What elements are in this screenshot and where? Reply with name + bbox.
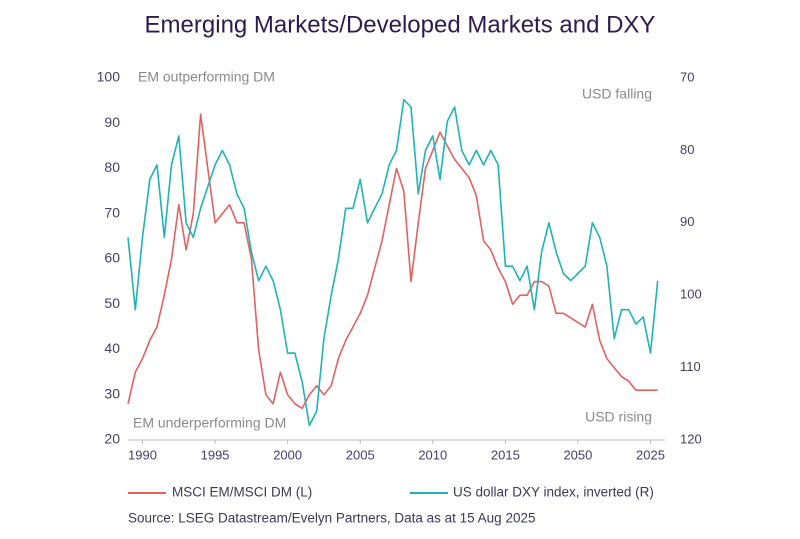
y2-tick-label: 120 [680, 431, 702, 446]
series-line [127, 113, 658, 410]
y-tick-label: 30 [104, 385, 120, 401]
y-tick-label: 90 [104, 114, 120, 130]
x-tick-label: 2025 [636, 447, 665, 462]
annotation: USD rising [585, 409, 652, 425]
source: Source: LSEG Datastream/Evelyn Partners,… [128, 511, 535, 526]
x-tick-label: 2050 [563, 447, 592, 462]
y-tick-label: 100 [97, 69, 121, 85]
x-tick-label: 2015 [491, 447, 520, 462]
annotation: EM underperforming DM [133, 415, 286, 431]
y2-tick-label: 110 [680, 359, 701, 374]
chart-title: Emerging Markets/Developed Markets and D… [145, 11, 656, 38]
y-tick-label: 60 [104, 250, 120, 266]
annotation: USD falling [582, 86, 652, 102]
annotation: EM outperforming DM [138, 69, 275, 85]
legend-label: MSCI EM/MSCI DM (L) [172, 485, 312, 500]
series-line [127, 98, 659, 427]
y-tick-label: 20 [104, 431, 120, 447]
y2-tick-label: 80 [680, 142, 694, 157]
y-tick-label: 40 [104, 340, 120, 356]
y2-tick-label: 70 [680, 69, 694, 84]
legend-label: US dollar DXY index, inverted (R) [453, 485, 654, 500]
y2-tick-label: 100 [680, 287, 702, 302]
y-tick-label: 50 [104, 295, 120, 311]
x-tick-label: 2005 [346, 447, 375, 462]
y2-tick-label: 90 [680, 214, 694, 229]
y-tick-label: 80 [104, 159, 120, 175]
x-tick-label: 1995 [201, 447, 230, 462]
x-tick-label: 1990 [128, 447, 157, 462]
x-tick-label: 2000 [273, 447, 302, 462]
y-tick-label: 70 [104, 204, 120, 220]
x-tick-label: 2010 [418, 447, 447, 462]
